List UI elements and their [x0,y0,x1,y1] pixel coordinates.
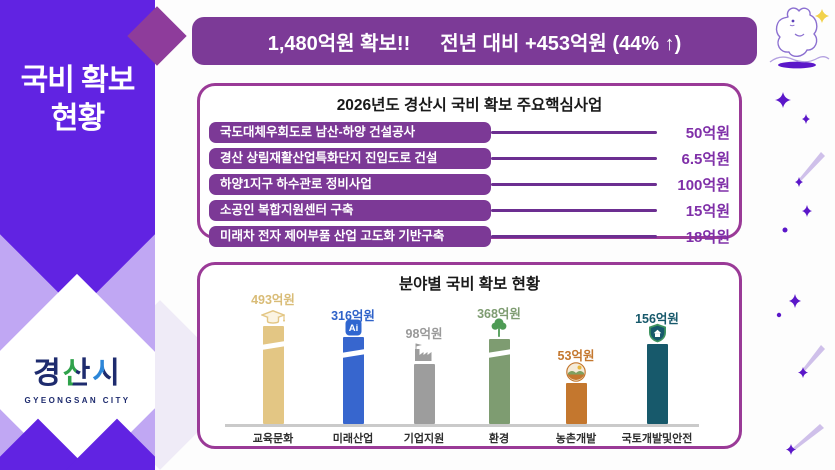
bar-value-label: 98억원 [405,327,443,341]
project-row: 하양1지구 하수관로 정비사업 100억원 [209,174,730,195]
project-connector-line [491,131,657,134]
chart-bar [259,326,287,424]
sparkle-icon [798,367,808,378]
project-pill: 경산 상림재활산업특화단지 진입도로 건설 [209,148,491,169]
mascot-body [775,7,818,57]
bar-category-label: 환경 [488,433,510,445]
sparkle-icon [802,205,812,217]
project-value: 18억원 [685,229,730,246]
project-value: 15억원 [685,203,730,220]
project-value: 100억원 [677,177,730,194]
headline-amount: 1,480억원 확보!! [267,32,411,55]
tree-icon [491,318,507,337]
project-value: 50억원 [685,125,730,142]
city-logo-kr: 경산시 [0,348,155,392]
shooting-star-icon [799,152,825,181]
project-row: 소공인 복합지원센터 구축 15억원 [209,200,730,221]
page-title: 국비 확보 현황 [0,62,155,137]
sparkle-icon [775,92,791,108]
bar-value-label: 368억원 [477,307,521,321]
bar-axis-break [339,348,367,359]
bar-value-label: 156억원 [635,312,679,326]
project-row: 경산 상림재활산업특화단지 진입도로 건설 6.5억원 [209,148,730,169]
headline-banner: 1,480억원 확보!! 전년 대비 +453억원 (44% ↑) [192,17,757,65]
ai-badge-icon: Ai [345,319,361,336]
shooting-star-icon [793,424,824,450]
sparkle-icon [789,294,801,308]
ground-line [769,56,830,63]
chart-baseline [225,424,699,427]
project-connector-line [491,157,657,160]
project-pill: 하양1지구 하수관로 정비사업 [209,174,491,195]
mascot-shadow [778,61,816,69]
chart-bar [339,337,367,424]
mascot-mouth [789,24,795,27]
project-connector-line [491,183,657,186]
sidebar: 국비 확보 현황 경산시 GYEONGSAN CITY [0,0,155,470]
logo-char: 경 [33,357,63,390]
project-pill: 국도대체우회도로 남산-하양 건설공사 [209,122,491,143]
project-connector-line [491,209,657,212]
city-logo: 경산시 GYEONGSAN CITY [0,348,155,405]
bar-category-label: 교육문화 [252,433,294,445]
chart-bar [485,339,513,424]
graduation-cap-icon [261,310,285,324]
bar-category-label: 미래산업 [332,433,374,445]
sparkle-icon [786,444,796,455]
svg-text:Ai: Ai [348,323,358,334]
bar-value-label: 493억원 [251,293,295,307]
bar-axis-break [259,340,287,351]
bar-category-label: 농촌개발 [555,433,597,445]
dot-decoration [782,227,788,233]
project-row: 미래차 전자 제어부품 산업 고도화 기반구축 18억원 [209,226,730,247]
factory-icon [415,343,432,361]
project-connector-line [491,235,657,238]
page-title-line2: 현황 [50,101,105,135]
logo-char: 시 [92,357,122,390]
chart-bar [565,383,587,424]
project-row: 국도대체우회도로 남산-하양 건설공사 50억원 [209,122,730,143]
mascot-eye [791,19,795,23]
bar-axis-break [485,348,513,359]
page-title-line1: 국비 확보 [20,64,136,97]
project-value: 6.5억원 [681,151,730,168]
dot-decoration [776,312,782,318]
chart-bar [646,344,668,424]
headline-comparison: 전년 대비 +453억원 (44% ↑) [440,32,682,55]
chart-title: 분야별 국비 확보 현황 [398,276,541,293]
key-projects-card: 2026년도 경산시 국비 확보 주요핵심사업 국도대체우회도로 남산-하양 건… [197,83,742,247]
bar-value-label: 53억원 [557,349,595,363]
bar-category-label: 기업지원 [403,433,445,445]
sparkle-icon [802,114,810,124]
chart-bar [413,364,435,424]
farm-icon [566,362,586,382]
bar-value-label: 316억원 [331,309,375,323]
sparkle-icon [795,177,803,187]
key-projects-title: 2026년도 경산시 국비 확보 주요핵심사업 [336,97,603,114]
mascot-illustration [769,7,830,69]
project-pill: 소공인 복합지원센터 구축 [209,200,491,221]
shield-house-icon [648,323,666,343]
logo-char: 산 [62,357,93,390]
star-icon [815,9,829,23]
mascot-arm [794,33,805,37]
project-pill: 미래차 전자 제어부품 산업 고도화 기반구축 [209,226,491,247]
city-logo-en: GYEONGSAN CITY [24,396,131,405]
shooting-star-icon [802,345,825,372]
bar-category-label: 국토개발및안전 [621,433,693,445]
